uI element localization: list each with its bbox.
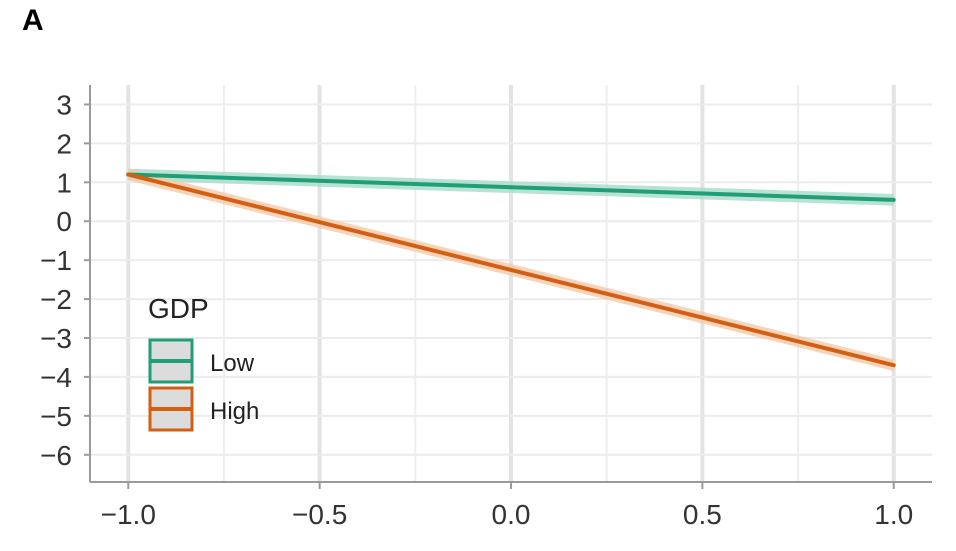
y-tick-label: 3 [56,89,72,120]
y-tick-label: −3 [40,323,72,354]
series-line-high [126,172,896,368]
y-tick-label: 2 [56,128,72,159]
y-tick-labels: 3 2 1 0 −1 −2 −3 −4 −5 −6 [40,89,72,470]
x-tick-label: 1.0 [874,499,913,530]
panel-label: A [22,4,44,37]
lines [126,172,896,368]
legend-title: GDP [148,293,209,324]
x-tick-label: −0.5 [292,499,347,530]
y-tick-label: −1 [40,245,72,276]
y-tick-label: −6 [40,440,72,471]
x-tick-label: 0.5 [683,499,722,530]
y-tick-label: −4 [40,362,72,393]
series-line-low [126,172,896,202]
x-tick-labels: −1.0 −0.5 0.0 0.5 1.0 [101,499,914,530]
y-tick-label: −2 [40,284,72,315]
y-tick-label: 0 [56,206,72,237]
legend-label-low: Low [210,350,255,377]
x-tick-label: −1.0 [101,499,156,530]
y-tick-label: 1 [56,167,72,198]
axes [84,85,932,489]
legend-label-high: High [210,398,259,425]
x-tick-label: 0.0 [492,499,531,530]
y-tick-label: −5 [40,401,72,432]
